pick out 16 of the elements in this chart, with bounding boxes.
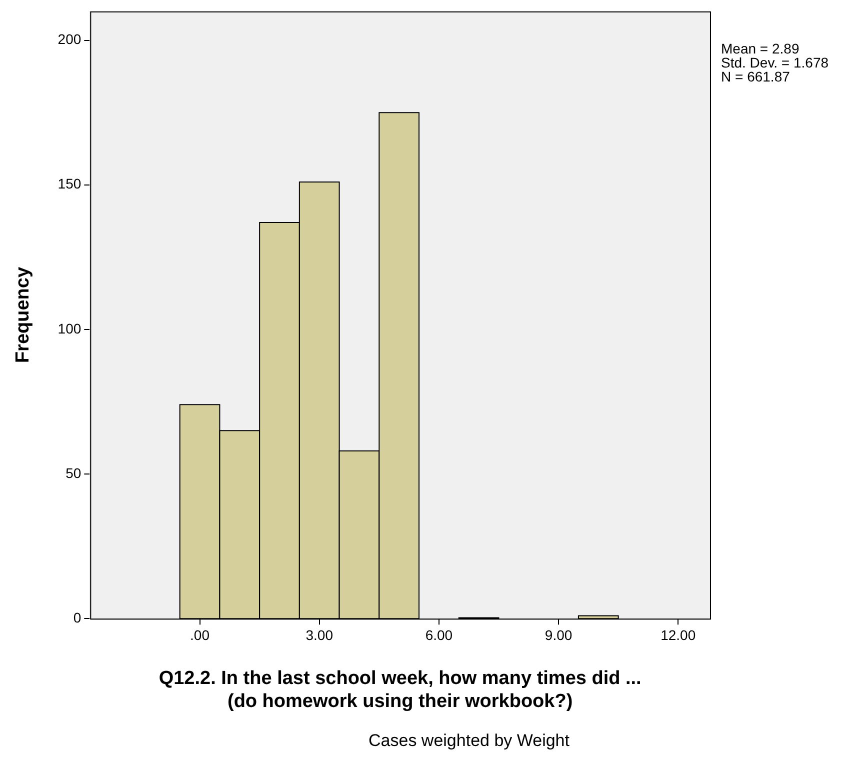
text: Std. Dev. = 1.678	[721, 54, 829, 70]
x-tick-label: 6.00	[425, 626, 453, 643]
y-tick-label: 50	[66, 464, 82, 481]
x-tick-label: .00	[190, 626, 210, 643]
y-tick-label: 0	[73, 609, 82, 626]
x-tick-label: 3.00	[306, 626, 334, 643]
y-axis-title: Frequency	[12, 266, 34, 364]
y-tick-label: 100	[58, 320, 82, 336]
y-tick-label: 200	[58, 31, 82, 48]
x-tick-label: 9.00	[544, 626, 572, 643]
text: Cases weighted by Weight	[368, 731, 570, 750]
text: Mean = 2.89	[721, 40, 800, 56]
y-tick-label: 150	[58, 176, 82, 192]
x-tick-label: 12.00	[660, 626, 696, 643]
text: N = 661.87	[721, 68, 790, 84]
x-axis-title: Q12.2. In the last school week, how many times did ... (do homework using their workbook?)	[158, 668, 642, 712]
